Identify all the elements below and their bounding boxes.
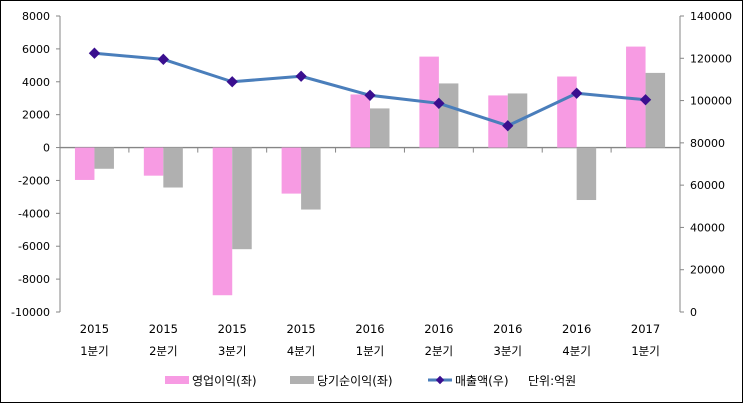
bar-net-income — [576, 147, 597, 201]
category-year-label: 2015 — [286, 322, 315, 336]
category-year-label: 2016 — [355, 322, 384, 336]
category-year-label: 2016 — [424, 322, 453, 336]
right-axis-tick-label: 100000 — [690, 95, 732, 108]
bar-operating-profit — [143, 147, 164, 176]
right-axis-tick-label: 60000 — [690, 179, 725, 192]
axis-labels: -10000 -8000 -6000 -4000 -2000 0 2000 4000 6000 8… — [11, 10, 732, 358]
bar-net-income — [163, 147, 183, 188]
category-year-label: 2015 — [218, 322, 247, 336]
category-quarter-label: 3분기 — [218, 344, 246, 358]
left-axis-tick-label: 2000 — [22, 109, 50, 122]
revenue-marker — [88, 47, 101, 59]
legend-swatch-operating-profit — [165, 376, 189, 384]
category-quarter-label: 2분기 — [149, 344, 177, 358]
bar-operating-profit — [74, 147, 95, 180]
left-axis-tick-label: 8000 — [22, 10, 50, 23]
revenue-marker — [157, 53, 169, 65]
category-quarter-label: 1분기 — [80, 344, 108, 358]
left-axis-tick-label: -6000 — [18, 240, 50, 253]
category-year-label: 2016 — [562, 322, 591, 336]
bar-net-income — [370, 108, 390, 148]
bar-operating-profit — [281, 147, 302, 194]
legend-swatch-revenue-marker — [435, 375, 445, 385]
right-axis-tick-label: 20000 — [690, 264, 725, 277]
right-axis-tick-label: 80000 — [690, 137, 725, 150]
bar-net-income — [94, 147, 114, 169]
legend-unit-note: 단위:억원 — [528, 374, 576, 388]
legend-label-net-income: 당기순이익(좌) — [317, 374, 393, 388]
legend-label-operating-profit: 영업이익(좌) — [192, 374, 257, 388]
revenue-marker — [295, 70, 307, 82]
bar-operating-profit — [557, 76, 577, 148]
right-axis-tick-label: 120000 — [690, 52, 732, 65]
revenue-marker — [226, 76, 238, 88]
category-year-label: 2016 — [493, 322, 522, 336]
category-quarter-label: 2분기 — [425, 344, 453, 358]
category-quarter-label: 4분기 — [562, 344, 590, 358]
category-quarter-label: 3분기 — [494, 344, 522, 358]
bar-net-income — [301, 147, 321, 210]
left-axis-tick-label: 4000 — [22, 76, 50, 89]
left-axis-tick-label: -4000 — [18, 207, 50, 220]
bar-net-income — [438, 83, 459, 148]
category-quarter-label: 4분기 — [287, 344, 315, 358]
bar-operating-profit — [626, 46, 646, 148]
right-axis-tick-label: 140000 — [690, 10, 732, 23]
category-year-label: 2015 — [149, 322, 178, 336]
bar-operating-profit — [212, 147, 233, 296]
bar-net-income — [232, 147, 252, 250]
right-axis-tick-label: 0 — [690, 306, 697, 319]
left-axis-tick-label: 0 — [43, 142, 50, 155]
left-axis-tick-label: 6000 — [22, 43, 50, 56]
bar-net-income — [645, 72, 666, 148]
legend-swatch-net-income — [290, 376, 314, 384]
right-axis-tick-label: 40000 — [690, 221, 725, 234]
category-year-label: 2015 — [80, 322, 109, 336]
legend: 영업이익(좌) 당기순이익(좌) 매출액(우) 단위:억원 — [165, 374, 576, 388]
category-year-label: 2017 — [631, 322, 660, 336]
bar-operating-profit — [350, 94, 370, 148]
left-axis-tick-label: -10000 — [11, 306, 50, 319]
left-axis-tick-label: -8000 — [18, 273, 50, 286]
bars — [74, 46, 666, 296]
category-quarter-label: 1분기 — [631, 344, 659, 358]
legend-label-revenue: 매출액(우) — [455, 374, 509, 388]
category-quarter-label: 1분기 — [356, 344, 384, 358]
left-axis-tick-label: -2000 — [18, 174, 50, 187]
